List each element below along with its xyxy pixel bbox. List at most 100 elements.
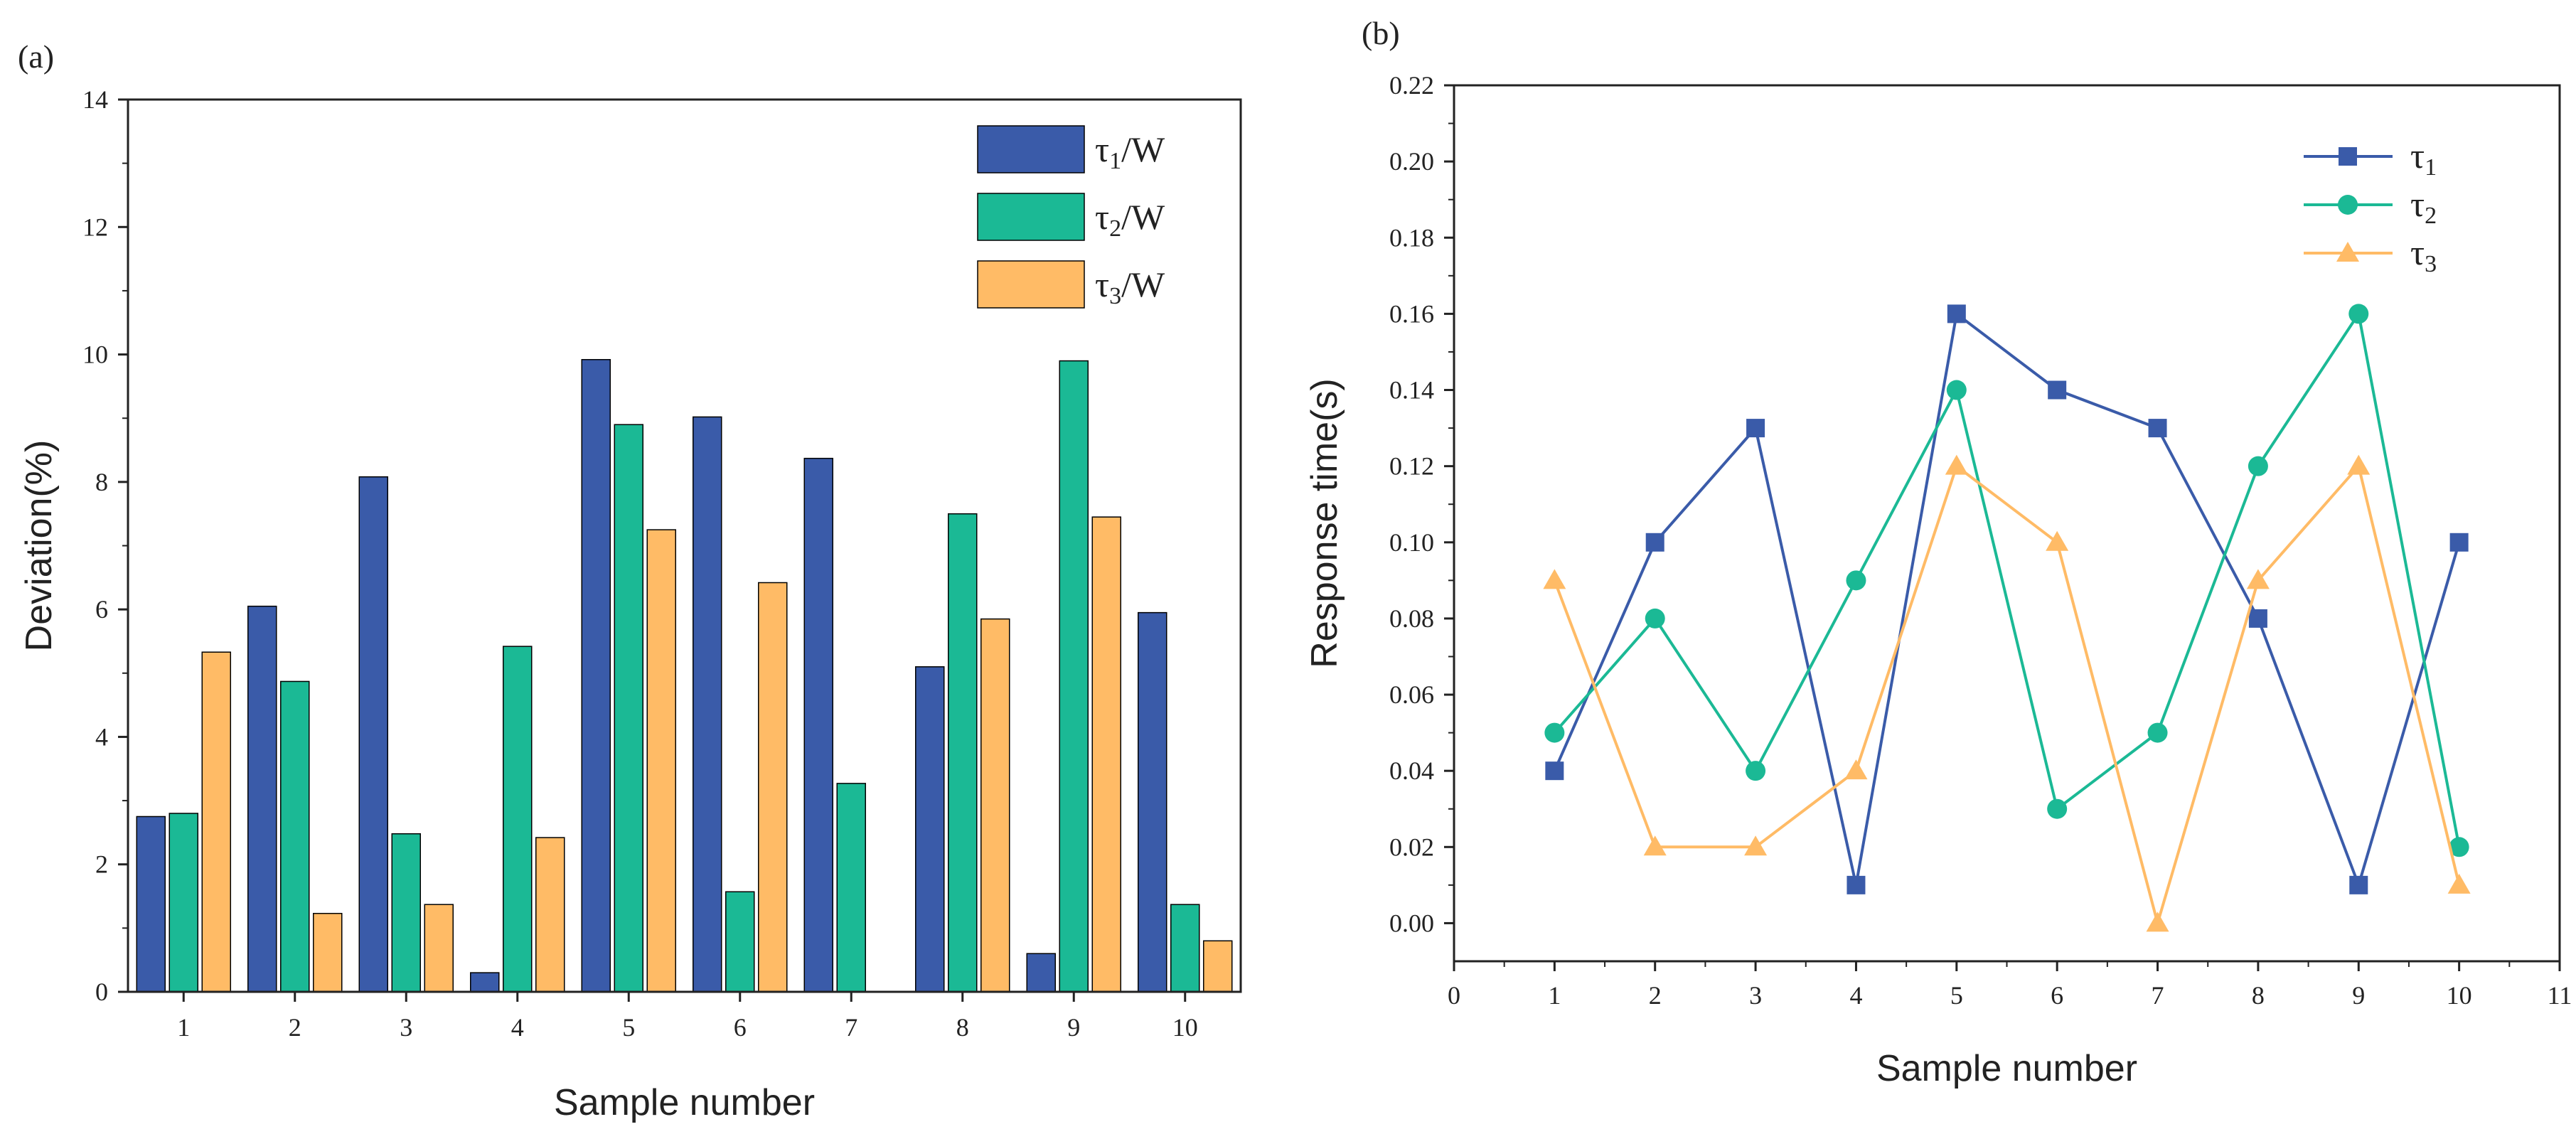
bar (803, 457, 833, 993)
y-tick-label: 0.18 (1389, 223, 1434, 252)
legend-marker (2339, 147, 2357, 166)
data-point (2349, 875, 2368, 894)
bar (313, 912, 343, 993)
series-line (1553, 463, 2461, 929)
y-tick-label: 0.02 (1389, 833, 1434, 861)
data-point (2148, 419, 2167, 438)
data-point (1544, 722, 1565, 743)
y-tick-label: 0.14 (1389, 376, 1434, 405)
bar (915, 666, 945, 993)
legend-tau: τ (1095, 264, 1109, 304)
bar (280, 680, 310, 993)
data-point (2449, 837, 2469, 857)
y-tick-label: 2 (95, 850, 108, 879)
data-point (2248, 609, 2267, 628)
y-tick-label: 14 (82, 85, 108, 114)
x-tick-label: 10 (1172, 1013, 1198, 1042)
series-line (1553, 311, 2461, 890)
data-point (2046, 530, 2069, 551)
x-axis-title: Sample number (554, 1082, 815, 1123)
x-tick-label: 0 (1448, 981, 1460, 1010)
x-tick-label: 6 (734, 1013, 747, 1042)
legend-subscript: 2 (1109, 215, 1121, 242)
legend-tau: τ (1095, 129, 1109, 169)
legend-label: τ3 (2410, 232, 2437, 277)
x-tick-label: 1 (1548, 981, 1561, 1010)
data-point (1543, 569, 1566, 589)
y-tick-label: 12 (82, 213, 108, 241)
legend-tau: τ (2410, 232, 2425, 272)
x-tick-label: 2 (1649, 981, 1662, 1010)
bar (169, 813, 198, 993)
legend-tau: τ (1095, 197, 1109, 237)
y-tick-label: 0.12 (1389, 452, 1434, 481)
bar (201, 651, 231, 993)
x-tick-label: 2 (289, 1013, 301, 1042)
bar (1091, 516, 1121, 993)
x-tick-label: 10 (2447, 981, 2472, 1010)
legend-subscript: 3 (2425, 251, 2437, 277)
bar (836, 783, 866, 993)
y-tick-label: 0.04 (1389, 756, 1434, 785)
data-point (1947, 304, 1966, 323)
legend-subscript: 1 (2425, 154, 2437, 181)
bar (948, 513, 978, 993)
y-tick-label: 0.22 (1389, 71, 1434, 100)
x-tick-label: 5 (622, 1013, 635, 1042)
y-axis-title: Deviation(%) (18, 440, 60, 652)
legend-suffix: /W (1121, 264, 1165, 304)
data-point (2246, 569, 2270, 589)
data-point (1846, 570, 1866, 591)
plot-frame (1453, 84, 2561, 963)
x-tick-label: 5 (1950, 981, 1963, 1010)
data-point (2047, 798, 2068, 819)
y-tick-label: 0.00 (1389, 909, 1434, 937)
bar (503, 646, 533, 993)
data-point (2048, 380, 2067, 400)
legend-label: τ1/W (1095, 129, 1165, 174)
bar (1203, 940, 1233, 993)
bar (358, 476, 388, 993)
legend-label: τ2/W (1095, 197, 1165, 242)
data-point (2449, 533, 2469, 552)
data-point (2146, 911, 2169, 932)
data-point (1645, 533, 1664, 552)
bar (136, 816, 166, 993)
y-tick-label: 4 (95, 722, 108, 751)
bar (646, 529, 676, 993)
data-point (1645, 608, 1665, 629)
data-point (1844, 759, 1868, 780)
bar (725, 891, 755, 993)
x-axis-title: Sample number (1876, 1048, 2137, 1089)
y-tick-label: 0 (95, 978, 108, 1006)
x-tick-label: 11 (2548, 981, 2572, 1010)
legend-label: τ1 (2410, 136, 2437, 181)
x-tick-label: 7 (2152, 981, 2164, 1010)
bar (693, 416, 722, 993)
x-tick-label: 9 (2352, 981, 2365, 1010)
y-tick-label: 6 (95, 595, 108, 624)
x-tick-label: 4 (511, 1013, 524, 1042)
y-tick-label: 0.20 (1389, 147, 1434, 176)
data-point (1746, 761, 1766, 781)
data-point (1945, 454, 1968, 475)
legend-swatch (977, 260, 1085, 309)
line-chart-panel: (b) 0.00 0.02 0.04 0.06 0.08 0.10 0.12 0.14 0.16 0… (1304, 15, 2572, 1089)
plot-frame (127, 98, 1242, 993)
x-tick-label: 1 (177, 1013, 190, 1042)
legend-label: τ3/W (1095, 264, 1165, 309)
bar (535, 837, 565, 993)
data-point (2348, 304, 2369, 324)
bar (614, 424, 643, 993)
legend-tau: τ (2410, 136, 2425, 176)
legend-subscript: 2 (2425, 203, 2437, 229)
bar (470, 972, 500, 993)
data-point (2447, 873, 2471, 894)
bar (391, 833, 421, 993)
data-point (1946, 380, 1967, 400)
legend-suffix: /W (1121, 129, 1165, 169)
legend-tau: τ (2410, 184, 2425, 224)
x-tick-label: 3 (1749, 981, 1762, 1010)
panel-label-b: (b) (1362, 15, 1400, 51)
